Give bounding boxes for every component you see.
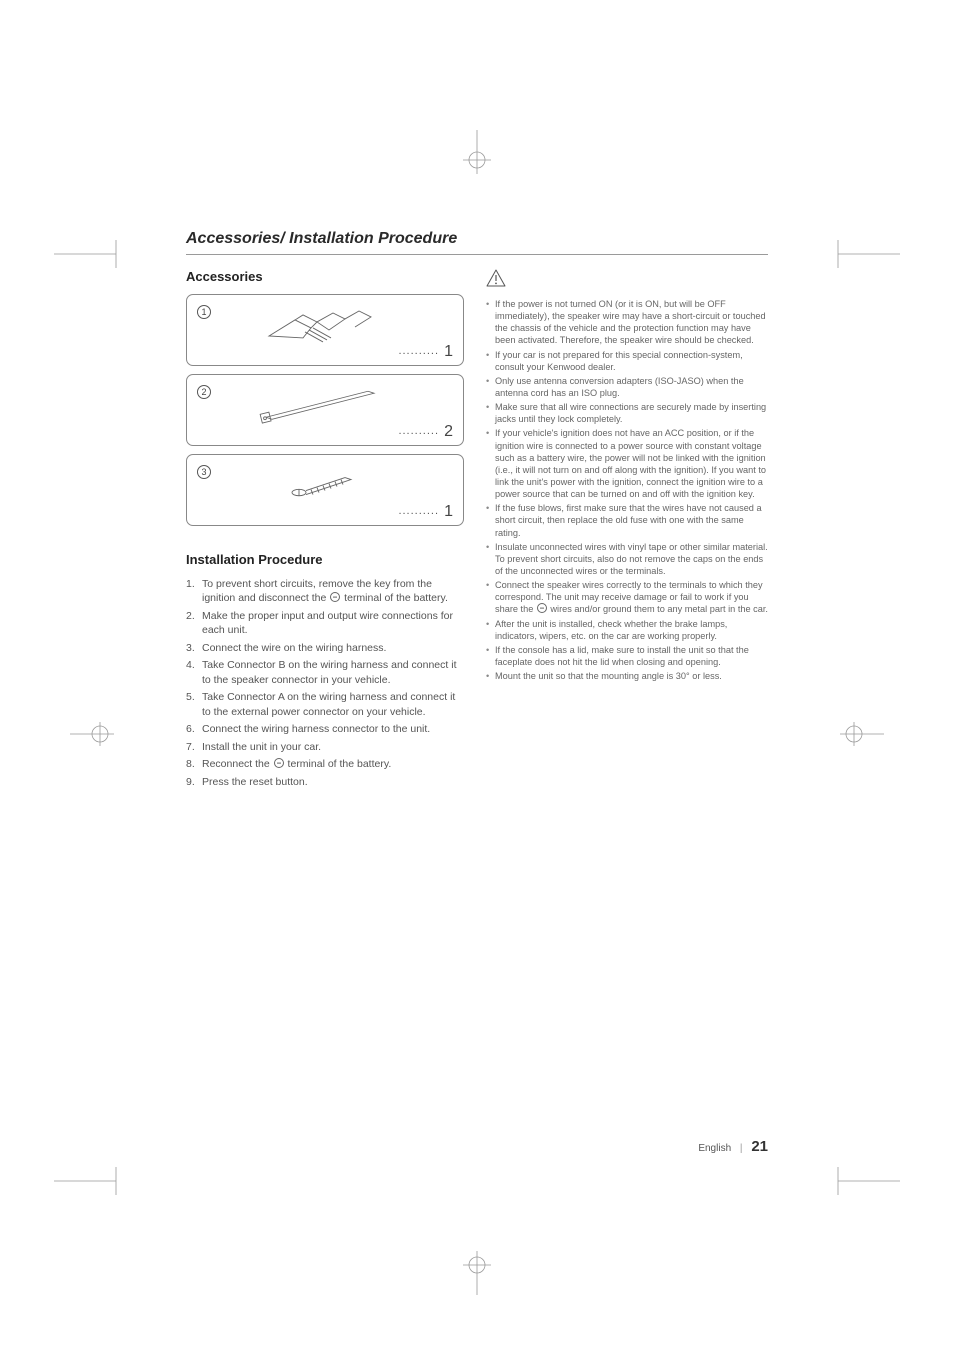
install-step-text: Install the unit in your car.: [202, 741, 321, 753]
reg-mark-top: [455, 130, 499, 174]
install-step: Take Connector B on the wiring harness a…: [186, 658, 464, 687]
install-step-text: Take Connector A on the wiring harness a…: [202, 691, 455, 717]
note-item: If the fuse blows, first make sure that …: [486, 502, 768, 538]
install-step: To prevent short circuits, remove the ke…: [186, 577, 464, 606]
crop-mark-top-right: [820, 240, 900, 268]
crop-mark-top-left: [54, 240, 134, 268]
crop-mark-bottom-left: [54, 1167, 134, 1195]
note-item: After the unit is installed, check wheth…: [486, 618, 768, 642]
accessory-box-1: 1: [186, 294, 464, 366]
accessory-dots-2: ..........: [398, 425, 439, 437]
left-column: Accessories 1: [186, 269, 464, 792]
page-title: Accessories/ Installation Procedure: [186, 230, 768, 255]
accessory-qty-1: 1: [444, 343, 453, 361]
content-area: Accessories/ Installation Procedure Acce…: [186, 230, 768, 792]
caution-notes-list: If the power is not turned ON (or it is …: [486, 298, 768, 682]
note-text: Insulate unconnected wires with vinyl ta…: [495, 542, 768, 576]
minus-terminal-icon: [274, 758, 284, 768]
accessory-index-2: 2: [197, 385, 211, 399]
install-step: Take Connector A on the wiring harness a…: [186, 690, 464, 719]
accessories-heading: Accessories: [186, 269, 464, 284]
columns: Accessories 1: [186, 269, 768, 792]
accessory-box-2: 2 .......... 2: [186, 374, 464, 446]
note-text: If the power is not turned ON (or it is …: [495, 299, 766, 345]
install-step: Make the proper input and output wire co…: [186, 609, 464, 638]
language-label: English: [698, 1143, 731, 1154]
note-text: Connect the speaker wires correctly to t…: [495, 580, 768, 614]
accessory-dots-1: ..........: [398, 345, 439, 357]
note-item: Mount the unit so that the mounting angl…: [486, 670, 768, 682]
note-text: If the console has a lid, make sure to i…: [495, 645, 749, 667]
crop-mark-bottom-right: [820, 1167, 900, 1195]
reg-mark-bottom: [455, 1251, 499, 1295]
install-step-text: Press the reset button.: [202, 776, 308, 788]
accessory-qty-3: 1: [444, 503, 453, 521]
install-step: Connect the wire on the wiring harness.: [186, 641, 464, 655]
minus-terminal-icon: [330, 592, 340, 602]
install-step: Reconnect the terminal of the battery.: [186, 757, 464, 771]
note-item: If the power is not turned ON (or it is …: [486, 298, 768, 347]
note-item: Connect the speaker wires correctly to t…: [486, 579, 768, 615]
install-step: Install the unit in your car.: [186, 740, 464, 754]
accessory-index-1: 1: [197, 305, 211, 319]
note-text: Mount the unit so that the mounting angl…: [495, 671, 722, 681]
accessory-box-3: 3 ........: [186, 454, 464, 526]
footer-divider: |: [740, 1143, 743, 1154]
harness-illustration-icon: [259, 302, 379, 353]
note-text: After the unit is installed, check wheth…: [495, 619, 727, 641]
note-item: Make sure that all wire connections are …: [486, 401, 768, 425]
reg-mark-left: [70, 720, 114, 748]
note-text: If the fuse blows, first make sure that …: [495, 503, 762, 537]
accessory-dots-3: ..........: [398, 505, 439, 517]
install-step: Press the reset button.: [186, 775, 464, 789]
note-text: If your car is not prepared for this spe…: [495, 350, 743, 372]
note-item: If the console has a lid, make sure to i…: [486, 644, 768, 668]
install-step-text: Take Connector B on the wiring harness a…: [202, 659, 456, 685]
warning-icon: [486, 269, 768, 292]
note-text: Only use antenna conversion adapters (IS…: [495, 376, 744, 398]
installation-steps-list: To prevent short circuits, remove the ke…: [186, 577, 464, 789]
note-item: If your vehicle's ignition does not have…: [486, 427, 768, 500]
page-number: 21: [751, 1138, 768, 1155]
removal-key-illustration-icon: [248, 385, 388, 430]
note-text: If your vehicle's ignition does not have…: [495, 428, 766, 499]
reg-mark-right: [840, 720, 884, 748]
installation-heading: Installation Procedure: [186, 552, 464, 567]
accessory-qty-2: 2: [444, 423, 453, 441]
minus-terminal-icon: [537, 603, 547, 613]
page-root: Accessories/ Installation Procedure Acce…: [0, 0, 954, 1350]
note-item: Insulate unconnected wires with vinyl ta…: [486, 541, 768, 577]
screw-illustration-icon: [281, 469, 361, 508]
install-step-text: Connect the wire on the wiring harness.: [202, 642, 386, 654]
right-column: If the power is not turned ON (or it is …: [486, 269, 768, 792]
install-step-text: Connect the wiring harness connector to …: [202, 723, 430, 735]
note-item: If your car is not prepared for this spe…: [486, 349, 768, 373]
install-step: Connect the wiring harness connector to …: [186, 722, 464, 736]
accessory-index-3: 3: [197, 465, 211, 479]
install-step-text: Make the proper input and output wire co…: [202, 610, 453, 636]
note-text: Make sure that all wire connections are …: [495, 402, 766, 424]
install-step-text: To prevent short circuits, remove the ke…: [202, 578, 448, 604]
note-item: Only use antenna conversion adapters (IS…: [486, 375, 768, 399]
page-footer: English | 21: [698, 1138, 768, 1155]
install-step-text: Reconnect the terminal of the battery.: [202, 758, 391, 770]
